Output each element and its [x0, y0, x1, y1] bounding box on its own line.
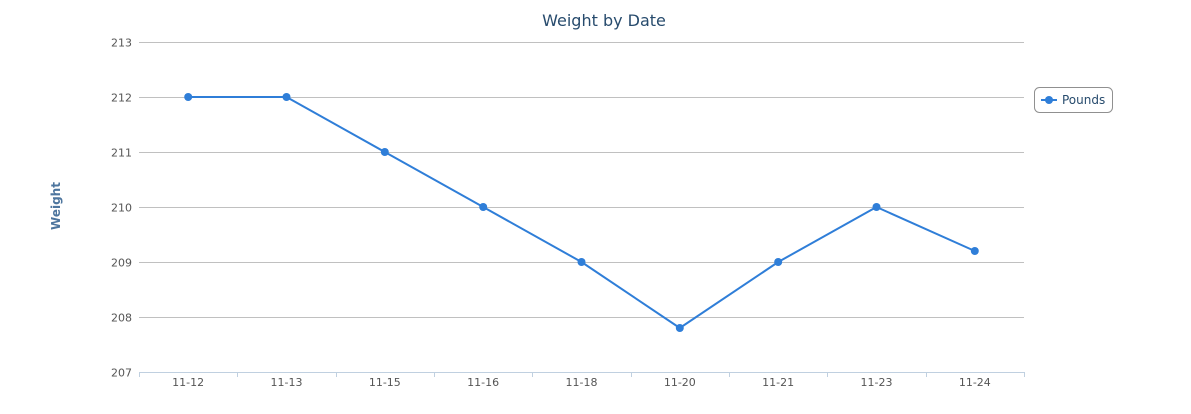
series-line-pounds [187, 96, 976, 329]
data-point-11-13 [282, 93, 291, 101]
x-tick-label-11-18: 11-18 [566, 376, 598, 389]
y-tick-label-213: 213 [111, 37, 132, 50]
legend-item-pounds[interactable]: Pounds [1062, 93, 1105, 107]
x-tick-label-11-13: 11-13 [271, 376, 303, 389]
data-point-11-23 [872, 203, 881, 211]
x-tick-label-11-24: 11-24 [959, 376, 991, 389]
x-tick-label-11-23: 11-23 [861, 376, 893, 389]
y-tick-label-207: 207 [111, 367, 132, 380]
y-tick-label-210: 210 [111, 202, 132, 215]
y-tick-label-209: 209 [111, 257, 132, 270]
data-point-11-15 [380, 148, 389, 156]
data-point-11-16 [479, 203, 488, 211]
y-tick-label-212: 212 [111, 92, 132, 105]
x-tick-label-11-16: 11-16 [467, 376, 499, 389]
x-axis-tick-labels: 11-12 11-13 11-15 11-16 11-18 11-20 11-21 11-23… [172, 376, 991, 389]
chart-title: Weight by Date [542, 11, 666, 30]
legend-box[interactable] [1034, 87, 1113, 113]
y-axis-label: Weight [49, 182, 63, 230]
data-point-11-18 [577, 258, 586, 266]
x-tick-label-11-15: 11-15 [369, 376, 401, 389]
x-tick-label-11-12: 11-12 [172, 376, 204, 389]
data-point-11-20 [675, 324, 684, 332]
data-point-11-12 [184, 93, 193, 101]
y-tick-label-208: 208 [111, 312, 132, 325]
x-tick-label-11-20: 11-20 [664, 376, 696, 389]
series-pounds [184, 93, 979, 332]
x-axis [139, 372, 1025, 377]
x-tick-label-11-21: 11-21 [762, 376, 794, 389]
legend[interactable]: Pounds [1034, 87, 1113, 113]
data-point-11-24 [970, 247, 979, 255]
gridlines [139, 42, 1024, 318]
y-axis-tick-labels: 207 208 209 210 211 212 213 [111, 37, 132, 380]
y-tick-label-211: 211 [111, 147, 132, 160]
data-point-11-21 [774, 258, 783, 266]
legend-marker-swatch [1045, 96, 1053, 104]
